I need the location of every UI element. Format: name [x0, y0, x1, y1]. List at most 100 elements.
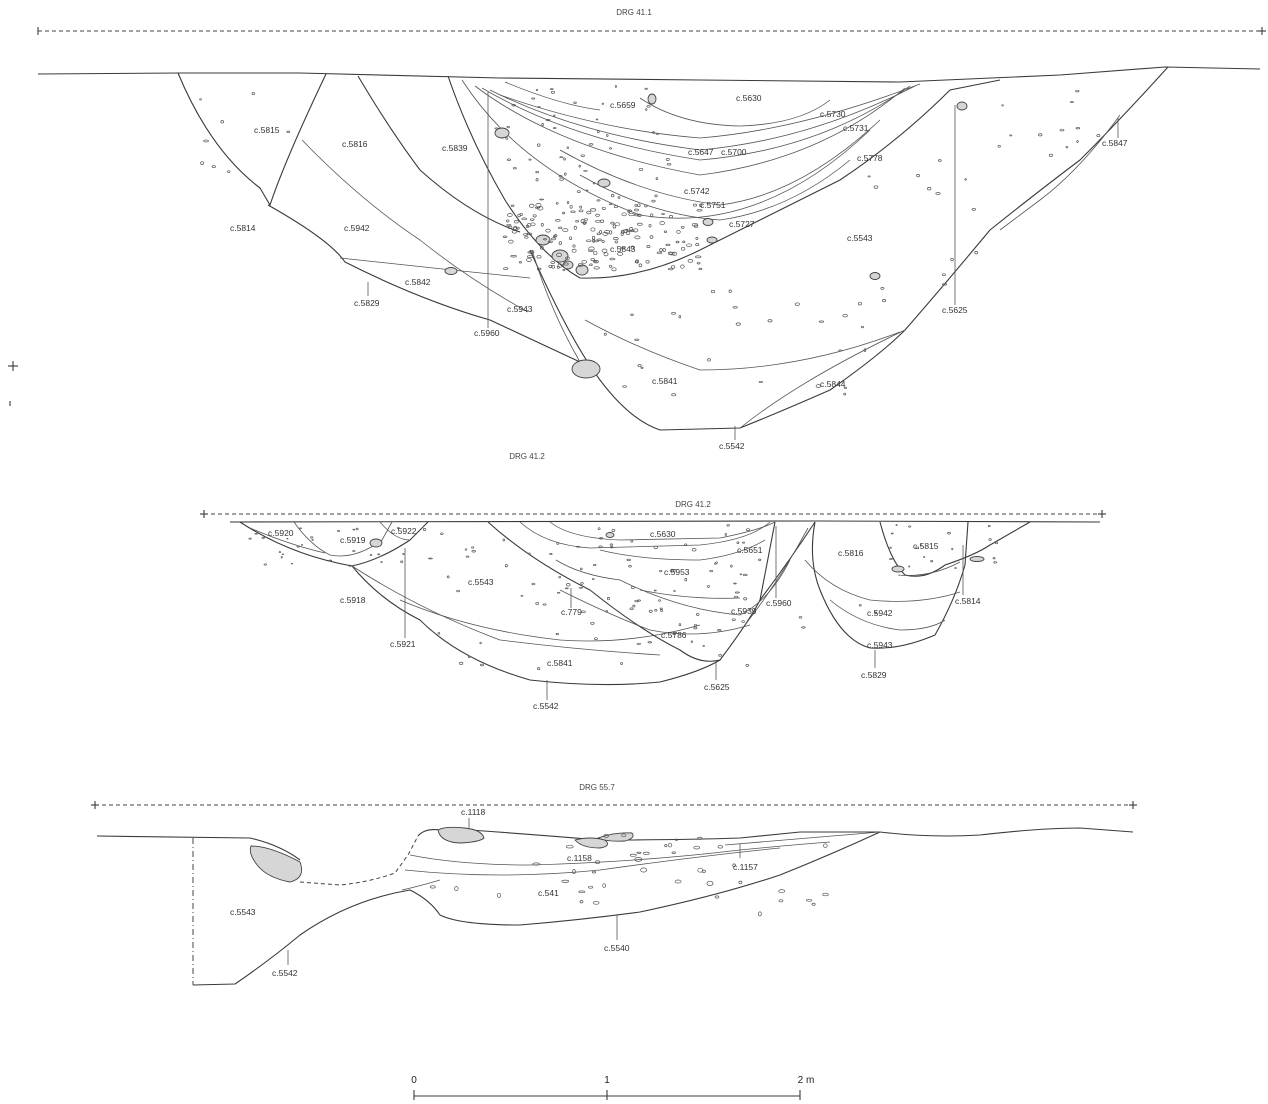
pebble [543, 238, 547, 241]
pebble [630, 313, 634, 316]
context-label: c.5847 [1102, 138, 1128, 148]
pebble [298, 527, 302, 530]
pebble [502, 538, 506, 542]
pebble [515, 226, 520, 230]
pebble [745, 528, 751, 531]
pebble [668, 842, 673, 848]
pebble [655, 132, 660, 135]
pebble [609, 147, 612, 150]
pebble [696, 261, 701, 265]
pebble [595, 118, 599, 121]
stone [249, 845, 303, 883]
scale-tick-label: 1 [604, 1075, 610, 1086]
pebble-scatter [429, 833, 829, 917]
pebble [738, 880, 743, 885]
pebble [675, 838, 678, 841]
pebble [598, 545, 603, 549]
context-label: c.5953 [664, 567, 690, 577]
pebble [682, 240, 686, 244]
context-label: c.5630 [650, 529, 676, 539]
pebble [582, 221, 588, 224]
pebble [742, 541, 745, 544]
stone [605, 532, 615, 538]
pebble [549, 553, 553, 555]
pebble [337, 529, 341, 532]
pebble [621, 212, 627, 217]
pebble [890, 532, 894, 535]
context-label: c.5742 [684, 186, 710, 196]
pebble [526, 255, 534, 258]
pebble [628, 229, 635, 232]
pebble [1075, 89, 1080, 93]
pebble [743, 597, 748, 601]
pebble [505, 137, 509, 140]
pebble [550, 90, 555, 94]
pebble [510, 255, 517, 258]
pebble [654, 609, 658, 612]
pebble [528, 552, 531, 555]
scale-tick-label: 0 [411, 1075, 417, 1086]
pebble [535, 178, 539, 182]
pebble [566, 146, 570, 149]
pebble [671, 393, 677, 397]
pebble [628, 565, 632, 568]
pebble [422, 528, 427, 531]
pebble [512, 166, 517, 170]
pebble [588, 246, 595, 251]
pebble [709, 569, 714, 573]
pebble [659, 248, 663, 252]
pebble [671, 851, 676, 854]
pebble [699, 203, 703, 208]
stone [575, 264, 589, 276]
pebble [655, 177, 659, 180]
pebble [908, 525, 912, 528]
pebble [494, 127, 499, 130]
pebble [942, 273, 946, 277]
pebble [648, 609, 653, 613]
pebble [672, 633, 676, 636]
context-label: c.5786 [661, 630, 687, 640]
pebble [707, 358, 711, 362]
pebble [728, 289, 732, 293]
pebble [823, 843, 828, 848]
pebble [695, 255, 702, 259]
context-label: c.5814 [230, 223, 256, 233]
pebble [561, 211, 566, 215]
pebble [994, 541, 999, 545]
pebble [930, 560, 934, 563]
pebble [525, 224, 530, 228]
stone [969, 556, 985, 562]
ground-surface [229, 520, 1101, 523]
pebble [687, 259, 694, 263]
pebble [611, 528, 616, 532]
pebble [580, 154, 585, 157]
pebble [714, 562, 717, 565]
pebble [402, 553, 405, 555]
pebble [566, 200, 570, 205]
pebble [739, 573, 743, 576]
pebble [592, 900, 600, 905]
pebble [695, 236, 699, 240]
pebble [693, 203, 697, 207]
section-title: DRG 41.2 [675, 500, 711, 509]
pebble [620, 229, 625, 234]
pebble [506, 219, 510, 223]
pebble [733, 595, 739, 599]
pebble [634, 213, 640, 217]
context-label: c.5816 [838, 548, 864, 558]
context-label: c.5843 [610, 244, 636, 254]
pebble [1096, 134, 1101, 138]
pebble [551, 237, 556, 241]
pebble [557, 263, 563, 268]
context-label: c.5751 [700, 200, 726, 210]
pebble [200, 161, 204, 165]
pebble [597, 527, 601, 531]
pebble [535, 89, 539, 91]
stone [437, 826, 485, 844]
context-label: c.5625 [942, 305, 968, 315]
pebble [603, 332, 607, 336]
context-label: c.5939 [731, 606, 757, 616]
pebble [578, 209, 584, 213]
pebble [625, 228, 629, 232]
pebble [596, 232, 601, 235]
